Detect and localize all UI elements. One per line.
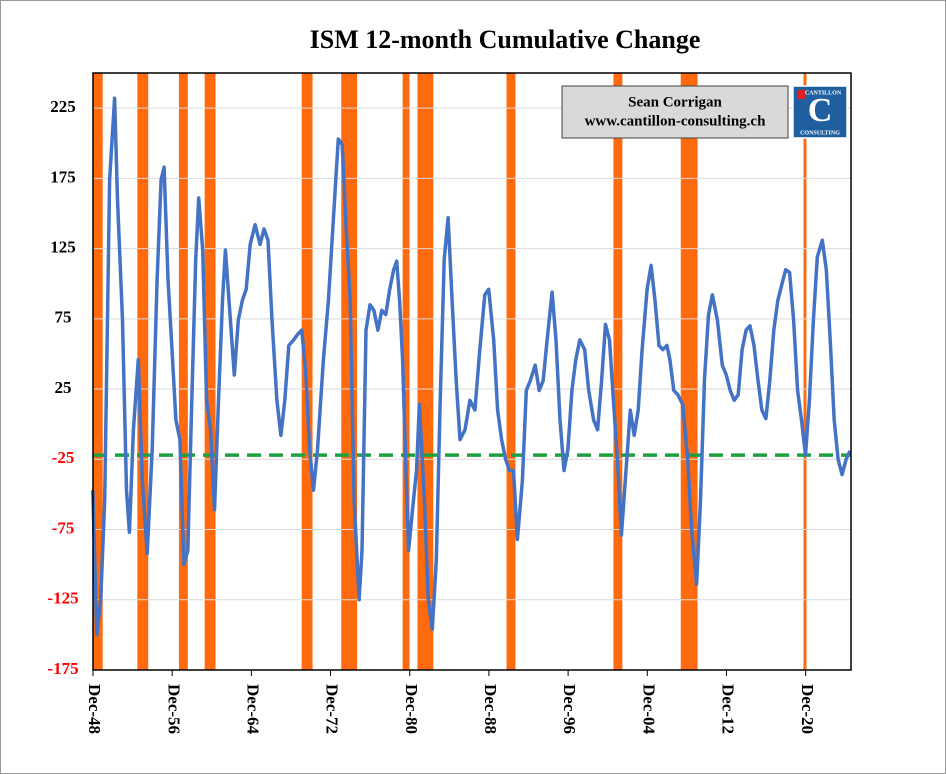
y-tick-label: -25 (52, 448, 75, 467)
recession-band (506, 73, 516, 670)
recession-band (402, 73, 410, 670)
y-tick-label: -125 (47, 589, 78, 608)
y-tick-label: 225 (50, 97, 76, 116)
x-tick-label: Dec-88 (481, 684, 500, 734)
x-tick-label: Dec-96 (560, 684, 579, 734)
recession-band (178, 73, 188, 670)
recession-band (613, 73, 623, 670)
y-tick-label: 75 (55, 308, 72, 327)
recession-band (204, 73, 216, 670)
x-tick-label: Dec-80 (402, 684, 421, 734)
logo-text: CONSULTING (800, 130, 840, 136)
logo-flag (797, 90, 806, 99)
y-tick-label: -175 (47, 659, 78, 678)
x-tick-label: Dec-56 (164, 684, 183, 734)
x-tick-label: Dec-72 (323, 684, 342, 734)
recession-band (417, 73, 434, 670)
y-tick-label: 25 (55, 378, 72, 397)
recession-band (680, 73, 698, 670)
plot-border (92, 72, 852, 671)
y-tick-label: 125 (50, 237, 76, 256)
y-tick-label: -75 (52, 518, 75, 537)
annotation-line: www.cantillon-consulting.ch (585, 113, 767, 129)
recession-band (803, 73, 807, 670)
recession-band (92, 73, 103, 670)
series-line (91, 96, 852, 637)
y-tick-label: 175 (50, 167, 76, 186)
annotation-line: Sean Corrigan (628, 94, 722, 110)
annotation-box (561, 85, 789, 139)
logo-letter: C (808, 92, 833, 129)
logo-text: CANTILLON (805, 90, 842, 96)
x-tick-label: Dec-12 (719, 684, 738, 734)
x-tick-label: Dec-64 (243, 684, 262, 735)
x-tick-label: Dec-20 (798, 684, 817, 734)
recession-band (137, 73, 149, 670)
chart-title: ISM 12-month Cumulative Change (310, 25, 701, 54)
x-tick-label: Dec-04 (639, 684, 658, 735)
x-tick-label: Dec-48 (85, 684, 104, 734)
